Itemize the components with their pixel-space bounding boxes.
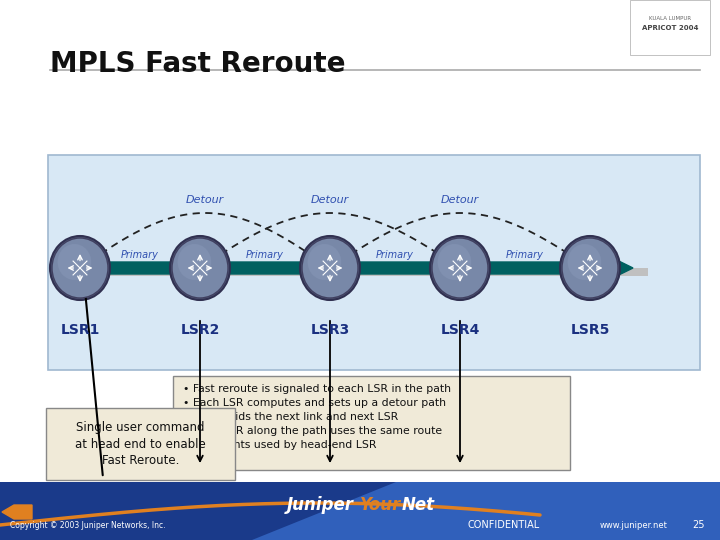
Ellipse shape xyxy=(432,238,488,298)
FancyArrow shape xyxy=(80,257,633,279)
Text: Juniper: Juniper xyxy=(287,496,360,514)
Text: APRICOT 2004: APRICOT 2004 xyxy=(642,25,698,31)
Ellipse shape xyxy=(560,236,620,300)
Text: LSR2: LSR2 xyxy=(180,323,220,337)
Text: Detour: Detour xyxy=(441,195,479,205)
Ellipse shape xyxy=(430,236,490,300)
Text: MPLS Fast Reroute: MPLS Fast Reroute xyxy=(50,50,346,78)
Text: LSR1: LSR1 xyxy=(60,323,99,337)
Text: Primary: Primary xyxy=(506,250,544,260)
Text: Primary: Primary xyxy=(121,250,159,260)
Ellipse shape xyxy=(567,244,601,280)
Ellipse shape xyxy=(438,244,471,280)
FancyArrow shape xyxy=(2,505,32,519)
Text: Single user command
at head end to enable
Fast Reroute.: Single user command at head end to enabl… xyxy=(75,421,206,468)
Text: CONFIDENTIAL: CONFIDENTIAL xyxy=(468,520,540,530)
Text: Net: Net xyxy=(402,496,435,514)
FancyBboxPatch shape xyxy=(46,408,235,480)
Text: • Fast reroute is signaled to each LSR in the path
• Each LSR computes and sets : • Fast reroute is signaled to each LSR i… xyxy=(183,384,451,450)
Polygon shape xyxy=(252,482,720,540)
Ellipse shape xyxy=(58,244,91,280)
Ellipse shape xyxy=(562,238,618,298)
Text: Detour: Detour xyxy=(186,195,224,205)
Text: Copyright © 2003 Juniper Networks, Inc.: Copyright © 2003 Juniper Networks, Inc. xyxy=(10,521,166,530)
Text: LSR4: LSR4 xyxy=(441,323,480,337)
Bar xyxy=(80,268,648,276)
Ellipse shape xyxy=(300,236,360,300)
Text: Your: Your xyxy=(360,496,401,514)
Ellipse shape xyxy=(178,244,211,280)
Ellipse shape xyxy=(170,236,230,300)
Text: Primary: Primary xyxy=(376,250,414,260)
Text: Primary: Primary xyxy=(246,250,284,260)
Ellipse shape xyxy=(307,244,341,280)
FancyBboxPatch shape xyxy=(173,376,570,470)
Text: www.juniper.net: www.juniper.net xyxy=(600,521,667,530)
FancyBboxPatch shape xyxy=(48,155,700,370)
Ellipse shape xyxy=(302,238,358,298)
Ellipse shape xyxy=(172,238,228,298)
Text: 25: 25 xyxy=(692,520,705,530)
Ellipse shape xyxy=(50,236,110,300)
Text: LSR3: LSR3 xyxy=(310,323,350,337)
Text: LSR5: LSR5 xyxy=(570,323,610,337)
Bar xyxy=(0,482,720,540)
Ellipse shape xyxy=(52,238,108,298)
Text: Detour: Detour xyxy=(311,195,349,205)
Bar xyxy=(630,0,710,55)
Text: KUALA LUMPUR: KUALA LUMPUR xyxy=(649,16,691,21)
